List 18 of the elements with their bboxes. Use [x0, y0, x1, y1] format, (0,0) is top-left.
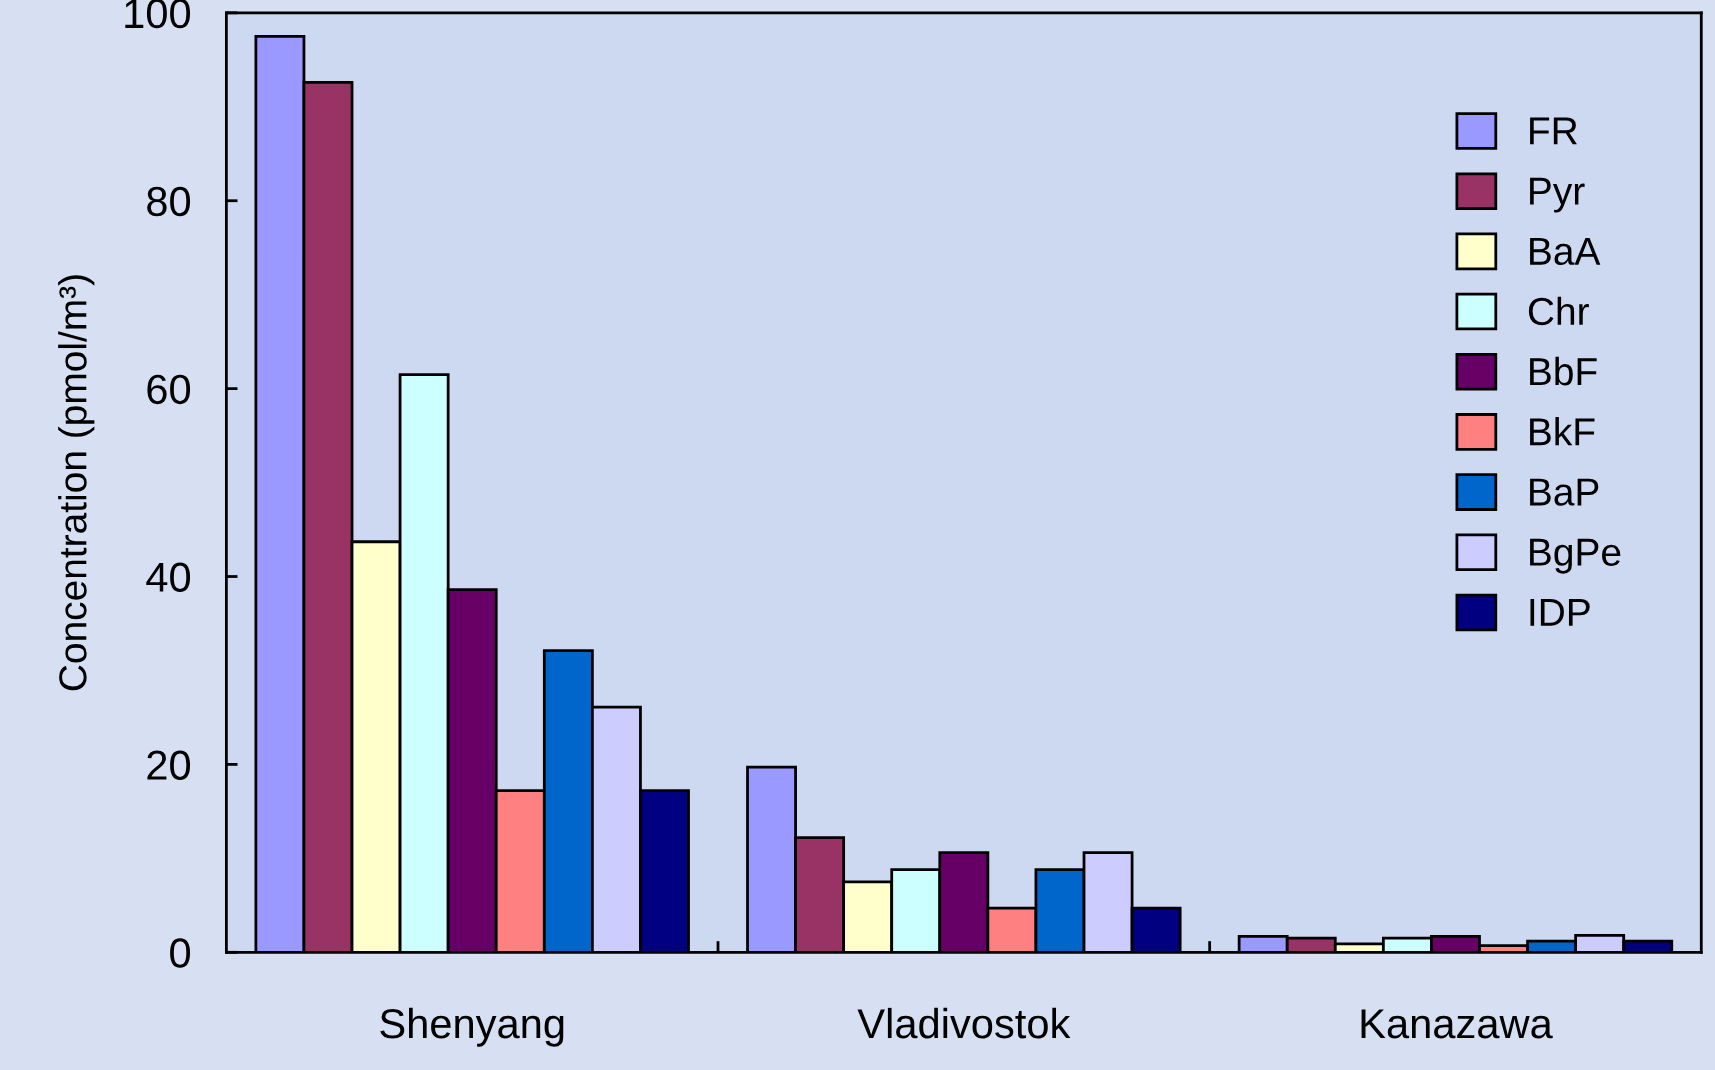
legend-label: Pyr — [1530, 177, 1585, 213]
legend-label: FR — [1530, 117, 1577, 145]
y-axis-title: Concentration (pmol/m³) — [58, 275, 95, 691]
y-tick-label: 40 — [146, 562, 191, 593]
legend-label: BbF — [1530, 356, 1597, 386]
y-tick-label: 20 — [147, 750, 191, 780]
x-tick-label: Shenyang — [380, 1007, 564, 1047]
legend-label: BaP — [1530, 478, 1599, 506]
x-tick-label: Kanazawa — [1361, 1009, 1553, 1039]
x-tick-label: Vladivostok — [857, 1007, 1071, 1039]
y-tick-label: 80 — [147, 186, 191, 217]
legend-label: Chr — [1528, 296, 1589, 326]
y-tick-label: 60 — [147, 374, 191, 405]
legend-label: BgPe — [1530, 538, 1621, 574]
y-tick-label: 0 — [170, 938, 191, 968]
legend-label: IDP — [1530, 599, 1590, 626]
legend-label: BaA — [1530, 237, 1601, 266]
legend-label: BkF — [1530, 417, 1595, 446]
